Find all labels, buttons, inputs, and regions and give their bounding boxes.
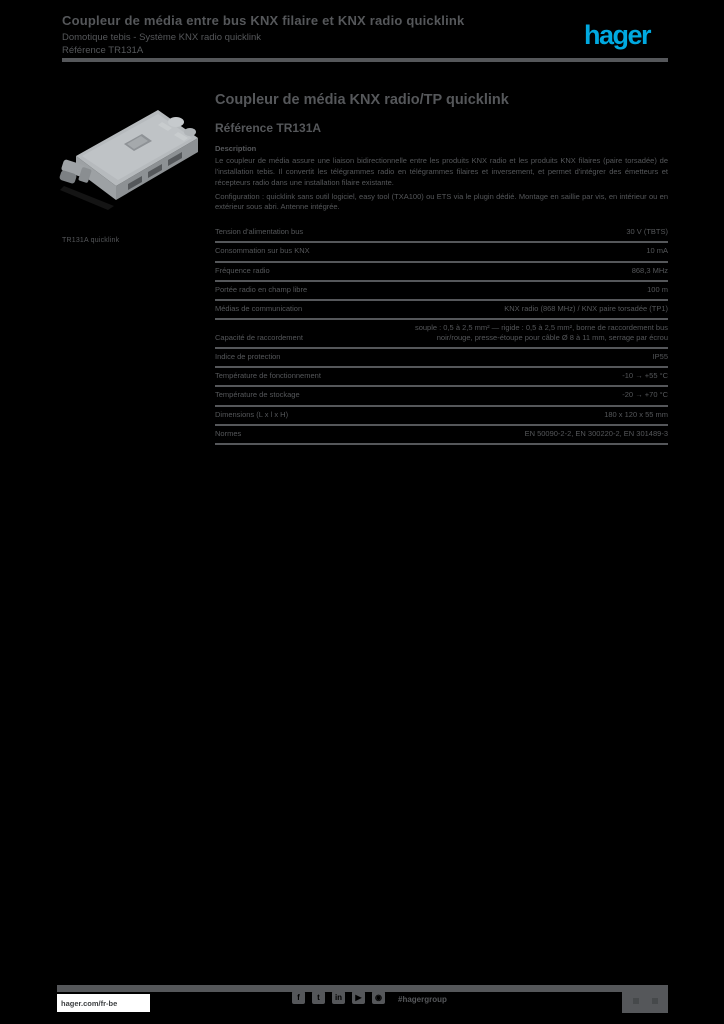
product-photo: [58, 94, 206, 236]
footer-brand-box: [622, 985, 668, 1013]
main-content: Coupleur de média KNX radio/TP quicklink…: [215, 92, 668, 445]
spec-value: 10 mA: [646, 246, 668, 256]
header-reference: Référence TR131A: [62, 45, 144, 56]
spec-label: Consommation sur bus KNX: [215, 246, 310, 256]
spec-value: IP55: [652, 352, 668, 362]
spec-row: Normes EN 50090-2-2, EN 300220-2, EN 301…: [215, 426, 668, 445]
spec-value: EN 50090-2-2, EN 300220-2, EN 301489-3: [524, 428, 668, 438]
footer-brand-box-dot: [633, 998, 639, 1004]
spec-label: Médias de communication: [215, 303, 303, 313]
spec-value: 868,3 MHz: [631, 265, 668, 275]
spec-label: Normes: [215, 428, 242, 438]
spec-label: Dimensions (L x l x H): [215, 409, 289, 419]
product-photo-illustration: [59, 110, 198, 210]
spec-label: Température de fonctionnement: [215, 371, 321, 381]
product-subtitle: Référence TR131A: [215, 120, 322, 135]
twitter-icon: t: [312, 991, 325, 1004]
hager-logo: hager: [584, 20, 652, 50]
facebook-icon: f: [292, 991, 305, 1004]
spec-row: Dimensions (L x l x H) 180 x 120 x 55 mm: [215, 407, 668, 426]
spec-row: Indice de protection IP55: [215, 349, 668, 369]
header-divider: [62, 58, 668, 62]
spec-value: 100 m: [647, 284, 668, 294]
spec-label: Tension d'alimentation bus: [215, 227, 304, 237]
header-range: Domotique tebis - Système KNX radio quic…: [62, 32, 262, 43]
spec-value: 30 V (TBTS): [626, 227, 668, 237]
footer-brand-box-dot: [652, 998, 658, 1004]
spec-row: Fréquence radio 868,3 MHz: [215, 263, 668, 282]
spec-row: Médias de communication KNX radio (868 M…: [215, 301, 668, 320]
spec-row: Température de stockage -20 → +70 °C: [215, 387, 668, 407]
footer-divider: [57, 985, 668, 992]
footer-social-icons: f t in ▶ ◉: [292, 991, 385, 1004]
spec-label: Indice de protection: [215, 352, 281, 362]
description-paragraph-2: Configuration : quicklink sans outil log…: [215, 191, 668, 212]
spec-table: Tension d'alimentation bus 30 V (TBTS) C…: [215, 224, 668, 445]
instagram-icon: ◉: [372, 991, 385, 1004]
spec-value: -10 → +55 °C: [622, 371, 668, 381]
spec-row: Consommation sur bus KNX 10 mA: [215, 243, 668, 263]
product-photo-caption: TR131A quicklink: [62, 237, 120, 244]
description-paragraph-1: Le coupleur de média assure une liaison …: [215, 155, 668, 187]
spec-value: 180 x 120 x 55 mm: [604, 409, 668, 419]
spec-row: Température de fonctionnement -10 → +55 …: [215, 368, 668, 388]
spec-label: Température de stockage: [215, 390, 300, 400]
footer-website-box[interactable]: hager.com/fr-be: [57, 994, 150, 1012]
spec-value: KNX radio (868 MHz) / KNX paire torsadée…: [504, 303, 668, 313]
youtube-icon: ▶: [352, 991, 365, 1004]
header-title: Coupleur de média entre bus KNX filaire …: [62, 13, 465, 28]
spec-row: Portée radio en champ libre 100 m: [215, 282, 668, 301]
spec-row: Tension d'alimentation bus 30 V (TBTS): [215, 224, 668, 244]
footer-social-handle: #hagergroup: [398, 995, 447, 1004]
spec-value: souple : 0,5 à 2,5 mm² — rigide : 0,5 à …: [414, 322, 668, 343]
spec-row: Capacité de raccordement souple : 0,5 à …: [215, 320, 668, 350]
description-label: Description: [215, 143, 257, 153]
footer-website-link[interactable]: hager.com/fr-be: [61, 998, 118, 1008]
spec-label: Portée radio en champ libre: [215, 284, 308, 294]
spec-label: Fréquence radio: [215, 265, 270, 275]
product-title: Coupleur de média KNX radio/TP quicklink: [215, 92, 509, 108]
linkedin-icon: in: [332, 991, 345, 1004]
header-block: Coupleur de média entre bus KNX filaire …: [62, 13, 464, 56]
spec-label: Capacité de raccordement: [215, 333, 303, 343]
spec-value: -20 → +70 °C: [622, 390, 668, 400]
